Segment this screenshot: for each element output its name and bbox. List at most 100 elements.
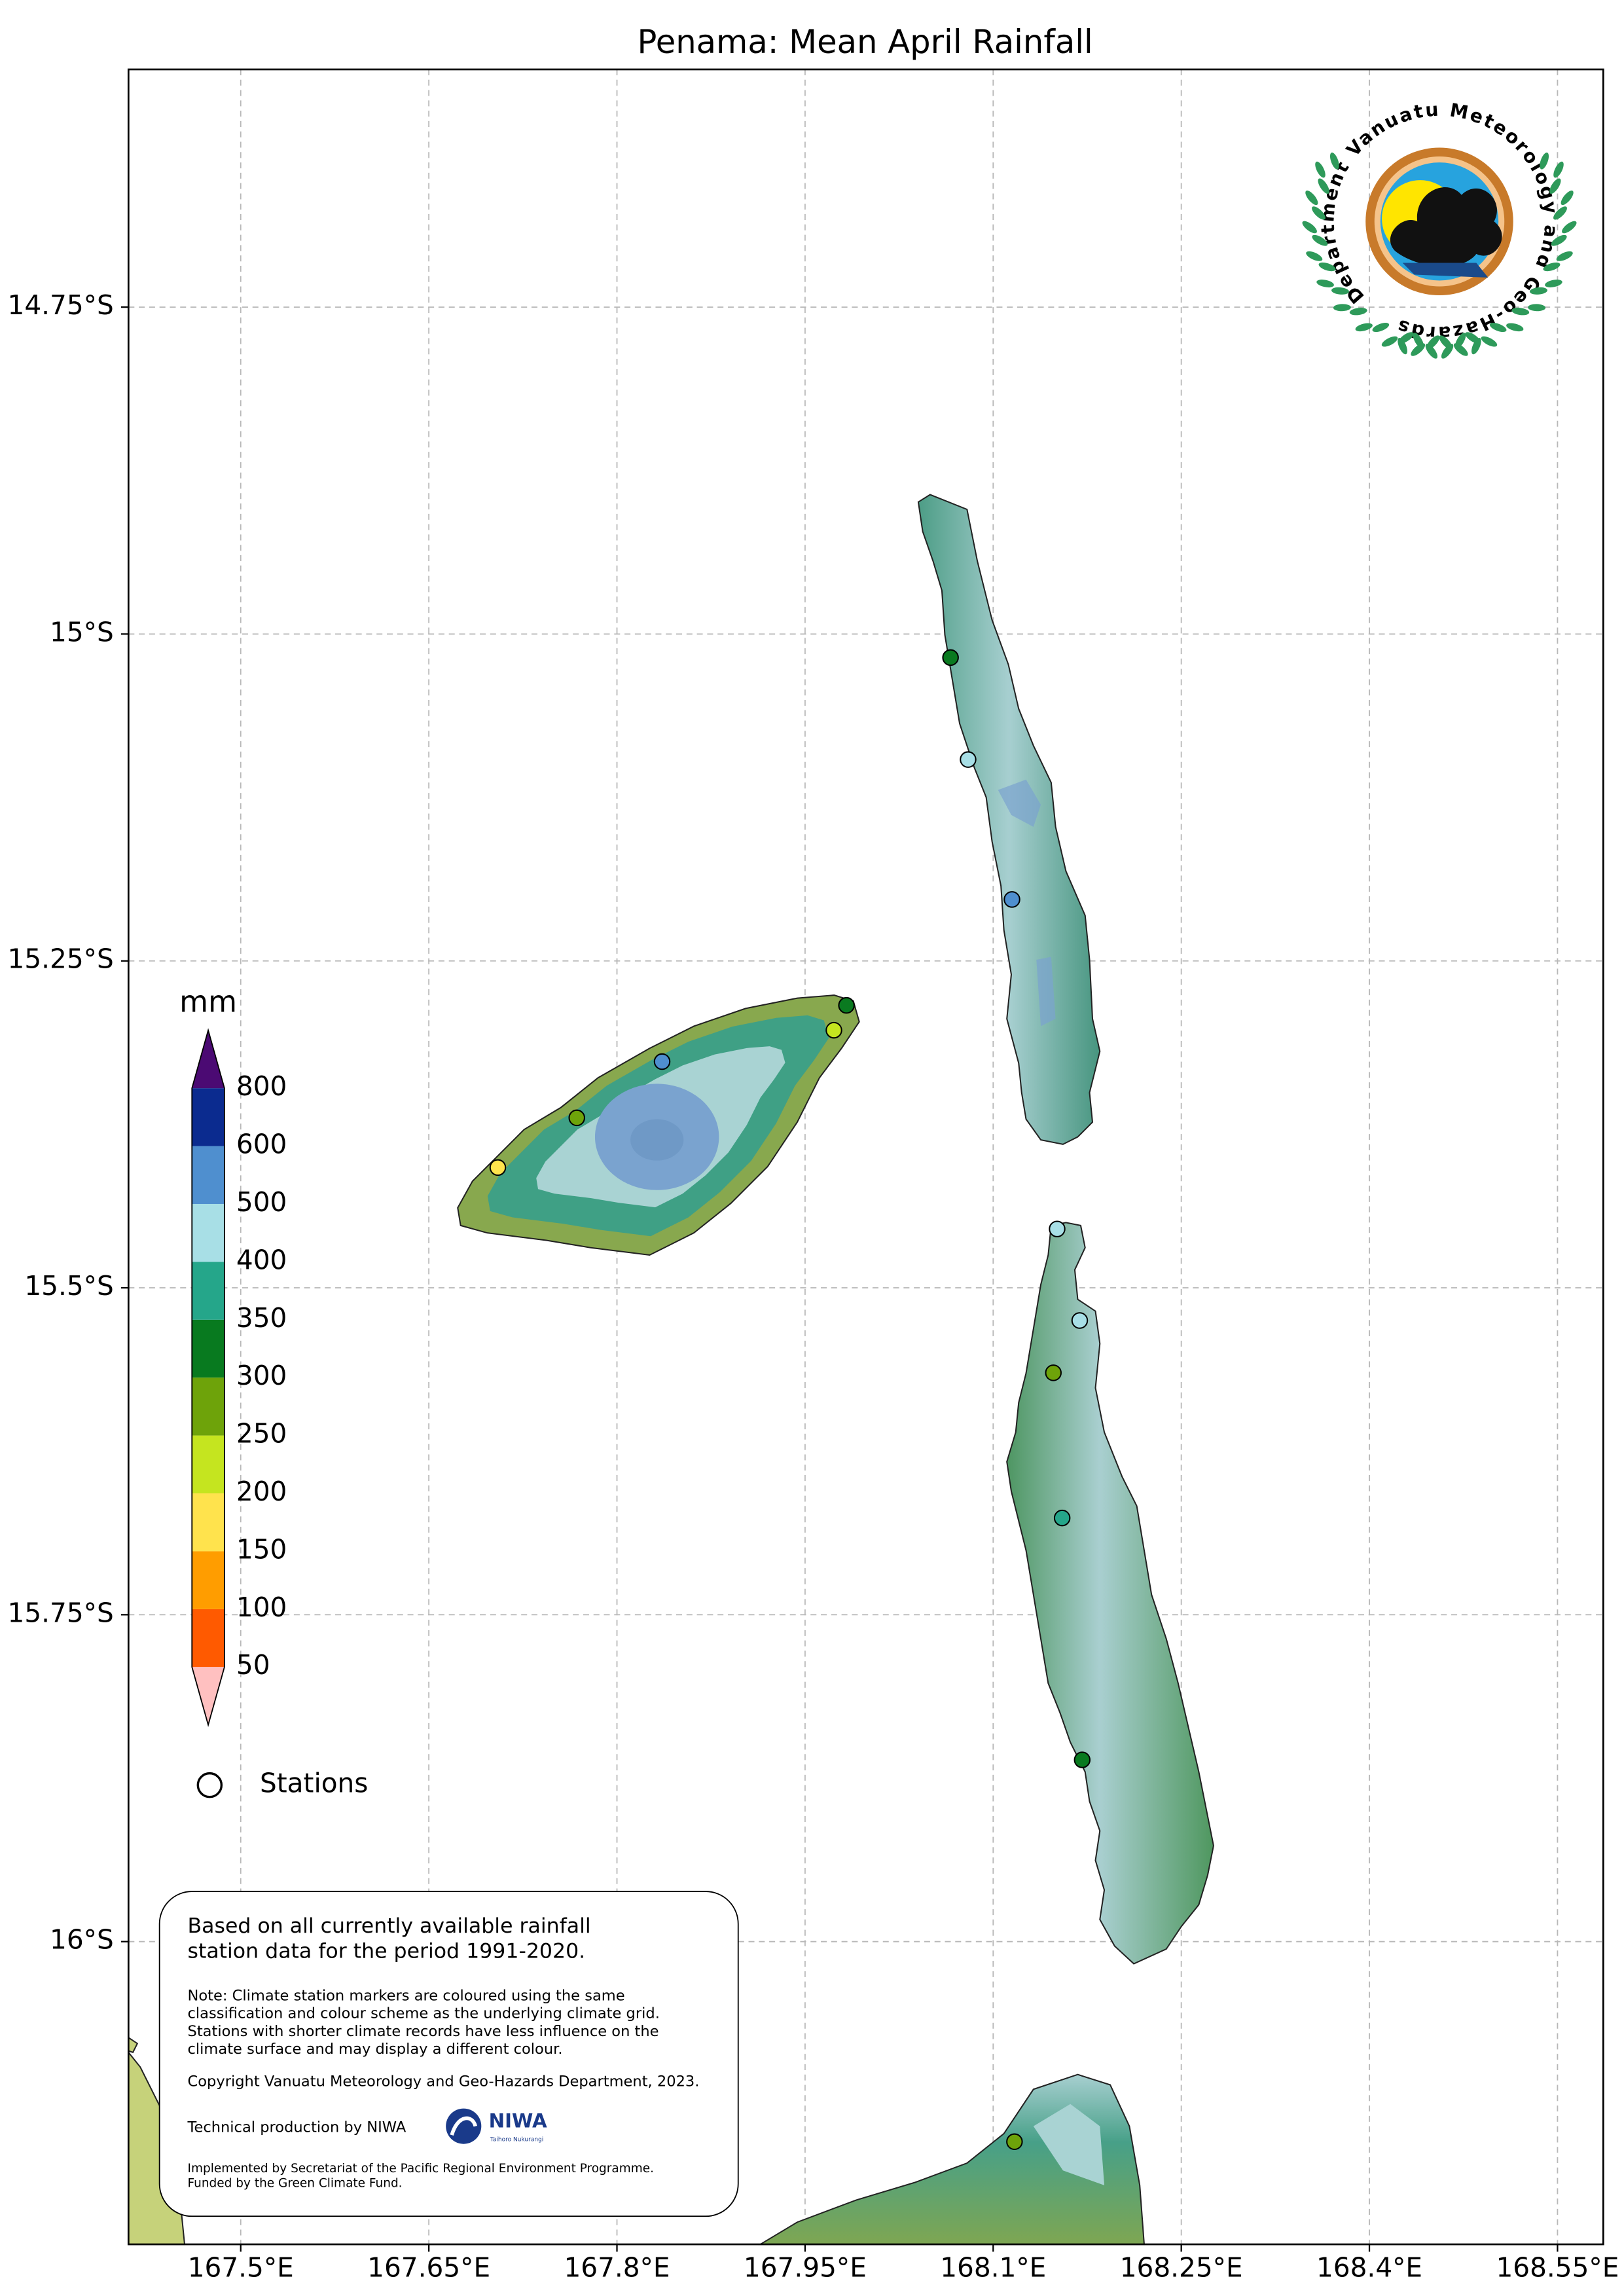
colorbar-label: 50 bbox=[236, 1649, 270, 1681]
logo-leaf bbox=[1540, 152, 1549, 170]
notes-frame bbox=[158, 1891, 739, 2217]
x-tick-label: 167.8°E bbox=[564, 2251, 670, 2283]
logo-leaf bbox=[1312, 206, 1326, 220]
colorbar-label: 300 bbox=[236, 1360, 287, 1391]
x-tick-label: 168.25°E bbox=[1120, 2251, 1243, 2283]
legend-label: Stations bbox=[260, 1768, 368, 1799]
graticule bbox=[128, 69, 1604, 2245]
logo-leaf bbox=[1553, 161, 1564, 178]
niwa-name: NIWA bbox=[489, 2109, 547, 2132]
map-frame bbox=[127, 68, 1604, 2246]
note-line: climate surface and may display a differ… bbox=[188, 2041, 563, 2058]
logo-leaf bbox=[1331, 287, 1350, 295]
logo-leaf bbox=[1329, 152, 1339, 170]
colorbar-label: 350 bbox=[236, 1302, 287, 1334]
logo: Department Vanuatu Meteorology and Geo-H… bbox=[1302, 99, 1577, 359]
summary-line: Based on all currently available rainfal… bbox=[188, 1914, 591, 1938]
logo-leaf bbox=[1556, 251, 1573, 261]
logo-leaf bbox=[1553, 206, 1567, 220]
technical: Technical production by NIWA bbox=[187, 2119, 406, 2136]
y-tick-label: 15.75°S bbox=[8, 1597, 114, 1628]
logo-leaf bbox=[1318, 262, 1336, 272]
colorbar-band bbox=[192, 1203, 225, 1262]
station bbox=[838, 996, 855, 1014]
colorbar-band bbox=[192, 1146, 225, 1204]
colorbar-band bbox=[192, 1435, 225, 1494]
logo-leaf bbox=[1411, 343, 1426, 356]
colorbar-label: 400 bbox=[236, 1244, 287, 1275]
x-tick-label: 167.95°E bbox=[744, 2251, 867, 2283]
title: Penama: Mean April Rainfall bbox=[638, 23, 1093, 61]
logo-cloud bbox=[1390, 187, 1502, 267]
station bbox=[653, 1053, 671, 1070]
island bbox=[128, 2036, 139, 2054]
station bbox=[960, 751, 977, 768]
x-tick-label: 168.4°E bbox=[1316, 2251, 1422, 2283]
island-shade bbox=[1033, 2104, 1105, 2185]
logo-leaf bbox=[1372, 323, 1390, 333]
y-tick-label: 15.5°S bbox=[24, 1270, 113, 1302]
colorbar-label: 150 bbox=[236, 1533, 287, 1565]
colorbar-label: 100 bbox=[236, 1592, 287, 1623]
logo-leaf bbox=[1426, 335, 1440, 350]
summary-line: station data for the period 1991-2020. bbox=[188, 1940, 586, 1963]
station bbox=[1045, 1364, 1062, 1381]
station bbox=[942, 649, 959, 666]
colorbar-outline bbox=[191, 1028, 225, 1727]
station bbox=[489, 1159, 507, 1176]
niwa-tagline: Taihoro Nukurangi bbox=[490, 2136, 543, 2143]
logo-leaf bbox=[1511, 308, 1530, 316]
copyright: Copyright Vanuatu Meteorology and Geo-Ha… bbox=[188, 2073, 700, 2090]
logo-leaf bbox=[1530, 287, 1547, 295]
logo-leaf bbox=[1506, 323, 1524, 332]
logo-leaf bbox=[1318, 178, 1329, 194]
colorbar-label: 200 bbox=[236, 1476, 287, 1507]
niwa-icon-swirl bbox=[450, 2116, 478, 2136]
colorbar-label: 500 bbox=[236, 1186, 287, 1218]
colorbar-band bbox=[192, 1493, 225, 1552]
colorbar-band bbox=[192, 1319, 225, 1378]
island bbox=[917, 494, 1101, 1145]
logo-leaf bbox=[1306, 251, 1323, 261]
x-tick-label: 167.5°E bbox=[188, 2251, 294, 2283]
colorbar-band bbox=[192, 1088, 225, 1146]
implemented: Implemented by Secretariat of the Pacifi… bbox=[188, 2162, 654, 2176]
logo-leaf bbox=[1441, 344, 1454, 359]
colorbar-extend-min bbox=[192, 1667, 225, 1725]
station bbox=[1071, 1312, 1089, 1329]
station bbox=[825, 1021, 842, 1039]
logo-leaf bbox=[1551, 234, 1567, 246]
legend-marker bbox=[196, 1772, 223, 1798]
y-tick-label: 15.25°S bbox=[8, 943, 114, 975]
logo-leaf bbox=[1528, 304, 1546, 312]
logo-leaf bbox=[1481, 336, 1498, 347]
island bbox=[457, 994, 860, 1256]
logo-leaf bbox=[1549, 178, 1561, 194]
x-tick-label: 168.55°E bbox=[1496, 2251, 1619, 2283]
colorbar-band bbox=[192, 1377, 225, 1436]
colorbar-band bbox=[192, 1609, 225, 1667]
colorbar: 50 100 150 200 250 300 350 400 500 600 800 bbox=[191, 1028, 287, 1727]
y-tick-label: 15°S bbox=[50, 616, 114, 647]
logo-leaf bbox=[1454, 333, 1466, 349]
island bbox=[757, 2073, 1146, 2246]
logo-leaf bbox=[1312, 234, 1328, 246]
logo-leaf bbox=[1349, 308, 1367, 316]
station bbox=[1074, 1751, 1091, 1768]
logo-leaf bbox=[1545, 280, 1562, 287]
logo-ground bbox=[1402, 263, 1489, 278]
x-tick-label: 168.1°E bbox=[940, 2251, 1046, 2283]
logo-leaf bbox=[1316, 280, 1334, 287]
y-tick-label: 16°S bbox=[50, 1924, 114, 1956]
logo-leaf bbox=[1489, 323, 1507, 333]
colorbar-extend-max bbox=[192, 1030, 225, 1089]
logo-leaf bbox=[1543, 262, 1561, 272]
colorbar-label: 250 bbox=[236, 1418, 287, 1449]
logo-leaf bbox=[1562, 221, 1577, 234]
logo-leaf bbox=[1561, 191, 1574, 206]
island-shade bbox=[998, 779, 1056, 1027]
logo-leaf bbox=[1333, 304, 1351, 312]
station bbox=[1049, 1220, 1066, 1237]
